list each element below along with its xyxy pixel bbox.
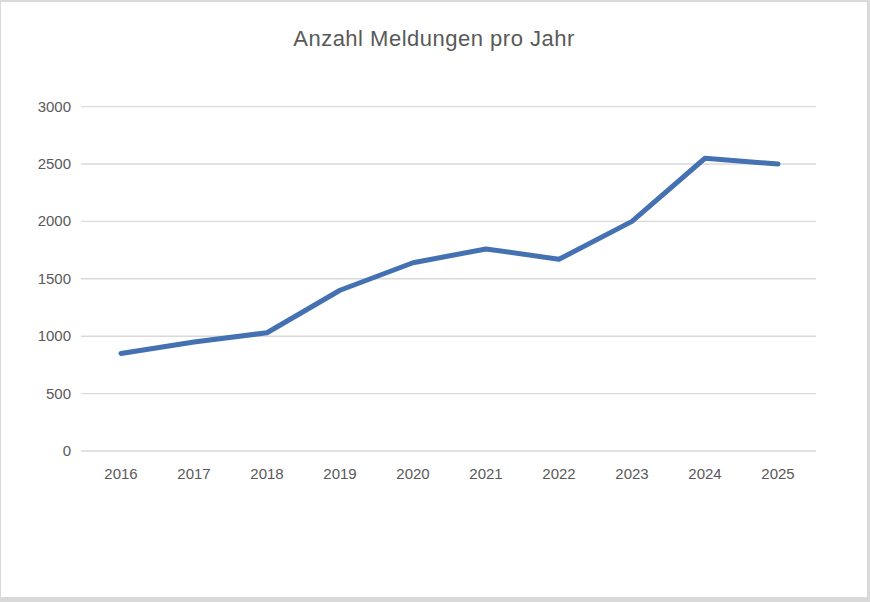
y-axis-tick-label: 3000	[38, 98, 71, 115]
y-axis-tick-label: 2500	[38, 155, 71, 172]
x-axis-tick-label: 2016	[104, 465, 137, 482]
x-axis-tick-label: 2025	[761, 465, 794, 482]
y-axis-tick-label: 0	[63, 442, 71, 459]
x-axis-tick-label: 2023	[615, 465, 648, 482]
x-axis-tick-label: 2024	[688, 465, 721, 482]
y-axis-tick-label: 1000	[38, 327, 71, 344]
data-line-series	[121, 158, 778, 353]
x-axis-labels: 2016 2017 2018 2019 2020 2021 2022 2023 2024 2025	[104, 465, 794, 482]
x-axis-tick-label: 2021	[469, 465, 502, 482]
chart-container: Anzahl Meldungen pro Jahr 05001000150020…	[0, 0, 870, 602]
y-axis-tick-label: 500	[46, 385, 71, 402]
x-axis-tick-label: 2020	[396, 465, 429, 482]
x-axis-tick-label: 2019	[323, 465, 356, 482]
y-axis-tick-label: 2000	[38, 212, 71, 229]
y-axis-labels: 0 500 1000 1500 2000 2500 3000	[38, 98, 71, 459]
x-axis-tick-label: 2018	[250, 465, 283, 482]
x-axis-tick-label: 2022	[542, 465, 575, 482]
line-chart: 050010001500200025003000 201620172018201…	[1, 2, 870, 602]
x-axis-tick-label: 2017	[177, 465, 210, 482]
y-axis-tick-label: 1500	[38, 270, 71, 287]
